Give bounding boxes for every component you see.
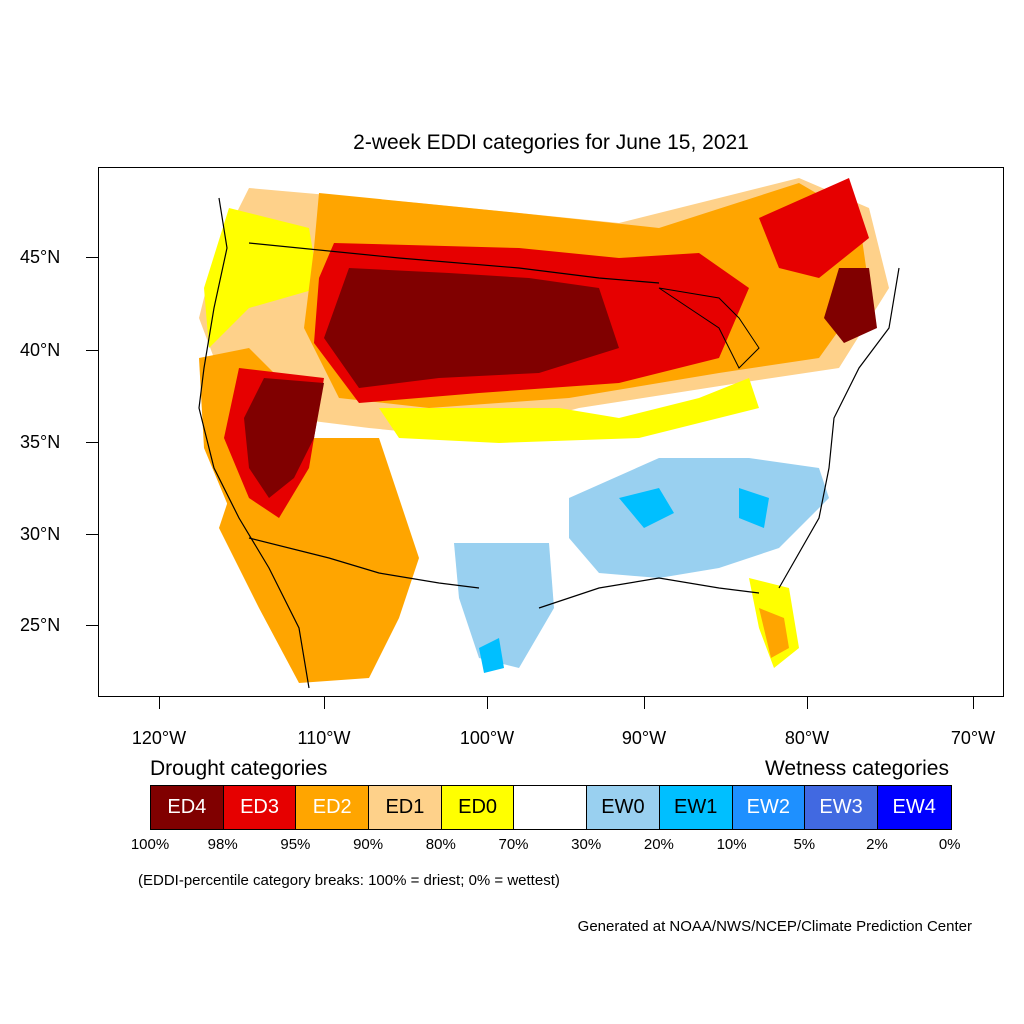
lon-tick-110 <box>324 697 325 709</box>
legend-box-ew0: EW0 <box>587 786 660 829</box>
lat-label-30: 30°N <box>20 524 61 544</box>
percentile-label: 5% <box>793 836 816 853</box>
lon-label-80: 80°W <box>784 728 830 748</box>
region-ed0-north <box>204 208 319 348</box>
credit-line: Generated at NOAA/NWS/NCEP/Climate Predi… <box>577 918 972 935</box>
lon-label-110: 110°W <box>297 728 351 748</box>
great-lakes <box>658 287 760 369</box>
lon-label-90: 90°W <box>621 728 667 748</box>
lon-tick-80 <box>807 697 808 709</box>
legend-box-ed2: ED2 <box>296 786 370 829</box>
coastline-west <box>198 197 310 689</box>
lat-tick-25 <box>86 625 98 626</box>
percentile-label: 100% <box>130 836 170 853</box>
percentile-label: 30% <box>571 836 602 853</box>
lon-tick-90 <box>644 697 645 709</box>
percentile-label: 0% <box>938 836 961 853</box>
percentile-label: 2% <box>866 836 888 853</box>
region-ed4-plains <box>324 268 619 388</box>
lat-tick-45 <box>86 257 98 258</box>
percentile-label: 90% <box>353 836 384 853</box>
region-ew1-patches <box>479 488 769 673</box>
lon-label-70: 70°W <box>950 728 996 748</box>
legend-box-neutral <box>514 786 588 829</box>
category-note: (EDDI-percentile category breaks: 100% =… <box>138 872 560 889</box>
map-title: 2-week EDDI categories for June 15, 2021 <box>353 131 749 154</box>
lon-label-100: 100°W <box>459 728 515 748</box>
percentile-label: 95% <box>280 836 311 853</box>
percentile-label: 70% <box>498 836 529 853</box>
lat-tick-35 <box>86 442 98 443</box>
lat-label-45: 45°N <box>20 247 61 267</box>
lat-label-40: 40°N <box>20 340 61 360</box>
region-ed0-central <box>379 378 759 443</box>
boundaries-layer <box>198 197 900 689</box>
percentile-label: 10% <box>716 836 747 853</box>
lon-label-120: 120°W <box>131 728 187 748</box>
border-canada-us <box>248 242 660 284</box>
legend-box-ed1: ED1 <box>369 786 442 829</box>
lat-label-35: 35°N <box>20 432 61 452</box>
legend-box-ew4: EW4 <box>877 786 951 829</box>
legend-box-ew1: EW1 <box>659 786 733 829</box>
percentile-label: 80% <box>425 836 456 853</box>
lon-tick-120 <box>159 697 160 709</box>
drought-heading: Drought categories <box>150 757 328 780</box>
percentile-label: 20% <box>643 836 674 853</box>
region-ed2-florida <box>759 608 789 658</box>
legend-box-ew3: EW3 <box>805 786 878 829</box>
lat-tick-30 <box>86 534 98 535</box>
legend-box-ed4: ED4 <box>151 786 224 829</box>
eddi-map <box>98 167 1004 697</box>
border-mexico-us <box>248 537 480 589</box>
lon-tick-100 <box>487 697 488 709</box>
lat-tick-40 <box>86 350 98 351</box>
legend-box-ed0: ED0 <box>441 786 515 829</box>
region-ed3-ontario <box>759 178 869 278</box>
percentile-label: 98% <box>207 836 238 853</box>
region-ew0-southeast <box>569 458 829 578</box>
lon-tick-70 <box>973 697 974 709</box>
category-fill-layer <box>199 178 889 683</box>
coastline-gulf <box>538 577 760 609</box>
map-canvas <box>198 178 900 689</box>
legend-color-bar: ED4 ED3 ED2 ED1 ED0 EW0 EW1 EW2 EW3 EW4 <box>150 785 952 830</box>
region-ed4-northeast <box>824 268 877 343</box>
region-ew0-texas <box>454 543 554 668</box>
wetness-heading: Wetness categories <box>764 757 949 780</box>
coastline-east <box>778 267 900 589</box>
region-ed4-greatbasin <box>244 378 324 498</box>
lat-label-25: 25°N <box>20 615 61 635</box>
legend-box-ew2: EW2 <box>732 786 806 829</box>
legend-box-ed3: ED3 <box>223 786 297 829</box>
